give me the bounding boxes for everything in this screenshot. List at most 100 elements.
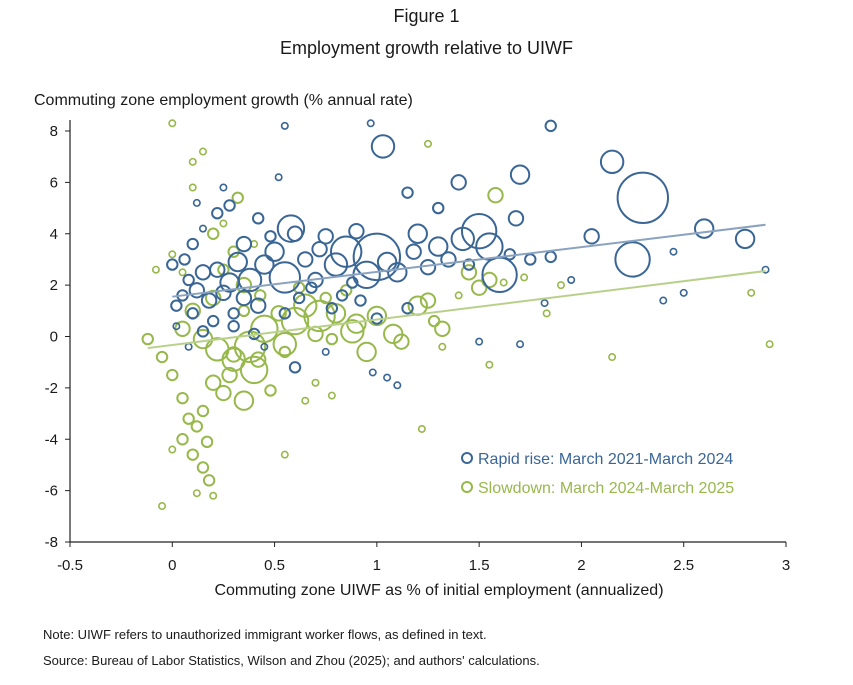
rapid-rise-point xyxy=(462,258,476,271)
slowdown-point xyxy=(747,288,756,297)
slowdown-point xyxy=(608,353,617,362)
slowdown-point xyxy=(438,342,447,351)
rapid-rise-point xyxy=(260,342,269,351)
slowdown-point xyxy=(427,314,441,328)
slowdown-point xyxy=(176,391,189,405)
rapid-rise-point xyxy=(387,262,408,283)
slowdown-point xyxy=(188,157,197,166)
rapid-rise-point xyxy=(305,281,318,294)
slowdown-point xyxy=(235,276,253,294)
rapid-rise-point xyxy=(524,253,537,266)
rapid-rise-point xyxy=(401,302,414,315)
slowdown-point xyxy=(190,420,204,433)
rapid-rise-point xyxy=(186,237,199,251)
rapid-rise-point xyxy=(450,226,475,252)
rapid-rise-point xyxy=(368,368,377,377)
slowdown-point xyxy=(278,345,291,359)
x-tick-label: -0.5 xyxy=(57,557,83,574)
rapid-rise-point xyxy=(227,307,240,320)
slowdown-point xyxy=(158,502,167,511)
rapid-rise-point xyxy=(659,296,668,305)
rapid-rise-point xyxy=(323,252,349,277)
slowdown-point xyxy=(542,309,551,318)
x-tick-label: 3 xyxy=(782,557,790,574)
slowdown-point xyxy=(499,278,508,287)
rapid-rise-point xyxy=(223,199,236,212)
slowdown-point xyxy=(454,291,463,300)
rapid-rise-point xyxy=(288,361,302,374)
y-tick-label: -4 xyxy=(45,431,58,448)
rapid-rise-point xyxy=(278,307,291,320)
slowdown-point xyxy=(366,305,388,327)
chart-title: Employment growth relative to UIWF xyxy=(279,38,574,58)
x-tick-label: 0.5 xyxy=(264,557,285,574)
rapid-rise-legend-marker xyxy=(461,452,473,464)
rapid-rise-point xyxy=(481,256,518,294)
rapid-rise-point xyxy=(614,241,651,278)
rapid-rise-point xyxy=(393,381,402,390)
rapid-rise-point xyxy=(274,173,283,182)
rapid-rise-point xyxy=(250,297,267,314)
rapid-rise-point xyxy=(383,373,392,382)
y-tick-label: 2 xyxy=(50,277,58,294)
rapid-rise-point xyxy=(268,261,301,294)
slowdown-point xyxy=(166,368,179,382)
slowdown-point xyxy=(186,448,199,461)
figure-label: Figure 1 xyxy=(393,6,460,26)
rapid-rise-point xyxy=(599,149,625,175)
rapid-rise-series xyxy=(166,119,770,390)
rapid-rise-point xyxy=(292,291,306,305)
rapid-rise-point xyxy=(166,258,179,271)
slowdown-point xyxy=(325,332,339,346)
slowdown-point xyxy=(470,279,488,296)
rapid-rise-point xyxy=(235,235,253,253)
slowdown-point xyxy=(356,341,377,363)
x-tick-label: 2 xyxy=(577,557,585,574)
rapid-rise-point xyxy=(366,119,375,128)
x-axis-label: Commuting zone UIWF as % of initial empl… xyxy=(214,582,664,599)
slowdown-point xyxy=(307,325,324,343)
slowdown-point xyxy=(225,346,242,363)
slowdown-point xyxy=(188,183,197,192)
slowdown-point xyxy=(485,360,494,369)
slowdown-point xyxy=(393,333,410,350)
rapid-rise-point xyxy=(254,254,275,275)
slowdown-point xyxy=(192,489,201,498)
rapid-rise-point xyxy=(297,251,314,268)
y-tick-label: -2 xyxy=(45,380,58,397)
source-note: Source: Bureau of Labor Statistics, Wils… xyxy=(43,653,540,668)
rapid-rise-point xyxy=(280,121,289,130)
slowdown-point xyxy=(231,191,244,204)
rapid-rise-point xyxy=(311,240,328,258)
y-axis-label: Commuting zone employment growth (% annu… xyxy=(34,92,413,109)
slowdown-point xyxy=(417,424,426,433)
slowdown-legend-marker xyxy=(461,481,473,493)
y-tick-label: 6 xyxy=(50,174,58,191)
slowdown-point xyxy=(200,435,214,449)
slowdown-point xyxy=(221,366,238,384)
rapid-rise-point xyxy=(616,171,669,224)
slowdown-point xyxy=(239,355,269,385)
rapid-rise-point xyxy=(567,275,576,284)
rapid-rise-point xyxy=(170,299,183,312)
rapid-rise-point xyxy=(405,243,422,260)
slowdown-point xyxy=(250,351,267,368)
rapid-rise-point xyxy=(407,223,428,244)
rapid-rise-point xyxy=(346,276,359,289)
rapid-rise-point xyxy=(215,284,232,302)
slowdown-point xyxy=(254,289,267,302)
slowdown-point xyxy=(198,147,207,156)
slowdown-point xyxy=(270,305,287,322)
slowdown-point xyxy=(319,291,332,305)
slowdown-point xyxy=(192,328,214,350)
slowdown-point xyxy=(301,396,310,405)
rapid-rise-point xyxy=(544,250,557,264)
x-tick-label: 1 xyxy=(373,557,381,574)
slowdown-point xyxy=(233,390,255,411)
rapid-rise-legend-label: Rapid rise: March 2021-March 2024 xyxy=(478,451,733,468)
slowdown-point xyxy=(227,245,240,258)
rapid-rise-point xyxy=(211,207,224,220)
rapid-rise-point xyxy=(370,134,396,159)
rapid-rise-point xyxy=(475,232,504,261)
slowdown-point xyxy=(215,384,232,402)
